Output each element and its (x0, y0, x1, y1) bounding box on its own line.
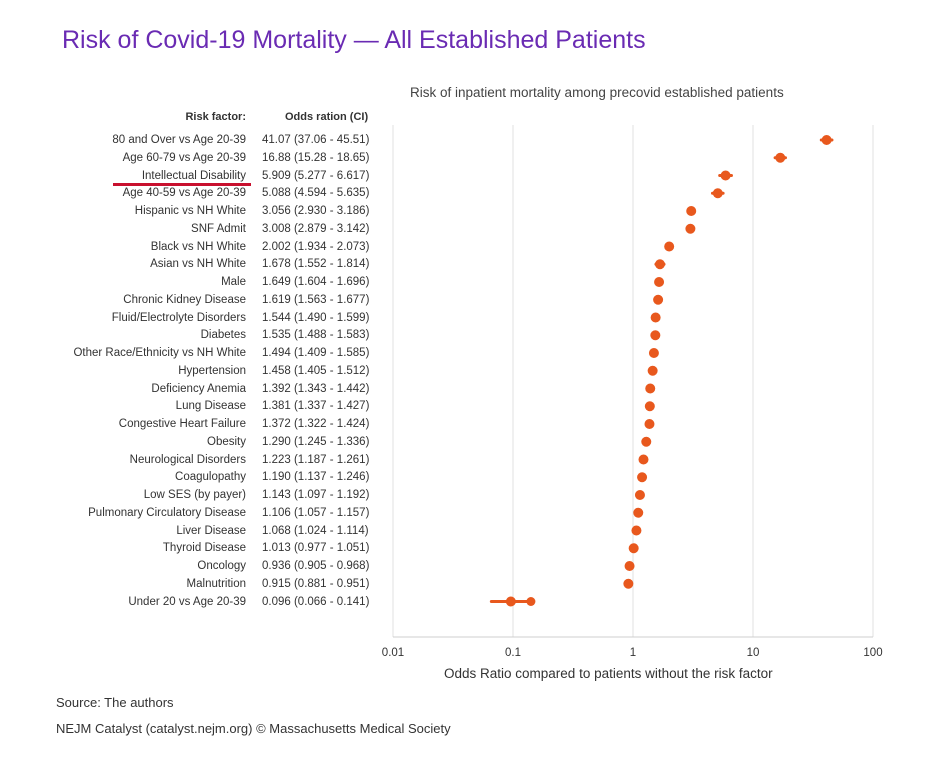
ci-endpoint (526, 597, 536, 606)
odds-ratio-value: 1.458 (1.405 - 1.512) (262, 364, 370, 377)
odds-ratio-value: 3.008 (2.879 - 3.142) (262, 222, 370, 235)
odds-ratio-point (505, 596, 516, 607)
odds-ratio-value: 1.649 (1.604 - 1.696) (262, 276, 370, 288)
risk-factor-label: Asian vs NH White (150, 258, 246, 271)
odds-ratio-point (628, 543, 639, 554)
odds-ratio-point (653, 294, 664, 305)
risk-factor-label: Malnutrition (186, 577, 246, 590)
risk-factor-label: Age 60-79 vs Age 20-39 (122, 151, 246, 164)
odds-ratio-value: 1.392 (1.343 - 1.442) (262, 382, 370, 395)
odds-ratio-value: 1.372 (1.322 - 1.424) (262, 418, 370, 430)
odds-ratio-point (654, 259, 665, 270)
odds-ratio-point (821, 135, 832, 145)
odds-ratio-value: 1.190 (1.137 - 1.246) (262, 471, 370, 484)
odds-ratio-value: 41.07 (37.06 - 45.51) (262, 134, 370, 146)
risk-factor-label: Hispanic vs NH White (134, 205, 246, 217)
risk-factor-label: Lung Disease (175, 400, 246, 413)
odds-ratio-point (637, 472, 648, 483)
odds-ratio-point (775, 152, 786, 163)
x-tick-label-3: 10 (746, 647, 760, 659)
odds-ratio-value: 1.535 (1.488 - 1.583) (262, 329, 370, 342)
odds-ratio-value: 1.544 (1.490 - 1.599) (262, 311, 370, 324)
risk-factor-label: Thyroid Disease (162, 542, 246, 555)
odds-ratio-value: 0.936 (0.905 - 0.968) (262, 560, 370, 572)
odds-ratio-point (650, 330, 661, 341)
risk-factor-label: Congestive Heart Failure (118, 418, 246, 430)
risk-factor-label: 80 and Over vs Age 20-39 (112, 134, 246, 146)
odds-ratio-value: 0.096 (0.066 - 0.141) (262, 595, 370, 608)
odds-ratio-value: 3.056 (2.930 - 3.186) (262, 205, 370, 217)
odds-ratio-point (633, 507, 644, 518)
odds-ratio-value: 5.909 (5.277 - 6.617) (262, 169, 370, 182)
odds-ratio-value: 5.088 (4.594 - 5.635) (262, 187, 370, 200)
odds-ratio-point (720, 170, 731, 181)
odds-ratio-header: Odds ration (CI) (285, 111, 369, 123)
risk-factor-label: Fluid/Electrolyte Disorders (111, 311, 246, 324)
risk-factor-label: Deficiency Anemia (151, 382, 246, 395)
risk-factor-label: Hypertension (178, 364, 246, 377)
odds-ratio-point (623, 578, 634, 589)
highlight-underline (113, 183, 251, 186)
risk-factor-label: Under 20 vs Age 20-39 (128, 595, 246, 608)
odds-ratio-value: 1.619 (1.563 - 1.677) (262, 293, 370, 306)
odds-ratio-value: 1.068 (1.024 - 1.114) (262, 524, 369, 537)
credit-line: NEJM Catalyst (catalyst.nejm.org) © Mass… (56, 721, 451, 736)
risk-factor-label: Diabetes (200, 329, 246, 342)
odds-ratio-point (686, 206, 697, 216)
odds-ratio-value: 2.002 (1.934 - 2.073) (262, 240, 370, 253)
risk-factor-label: Intellectual Disability (141, 169, 246, 182)
odds-ratio-value: 1.223 (1.187 - 1.261) (262, 453, 370, 466)
odds-ratio-value: 1.494 (1.409 - 1.585) (262, 347, 370, 359)
odds-ratio-value: 16.88 (15.28 - 18.65) (262, 151, 370, 164)
risk-factor-label: SNF Admit (191, 222, 246, 235)
chart-title: Risk of Covid-19 Mortality — All Establi… (62, 26, 646, 54)
odds-ratio-point (641, 436, 652, 447)
odds-ratio-point (644, 401, 655, 412)
odds-ratio-value: 1.106 (1.057 - 1.157) (262, 506, 370, 519)
risk-factor-label: Black vs NH White (150, 240, 246, 253)
odds-ratio-value: 1.143 (1.097 - 1.192) (262, 489, 370, 501)
odds-ratio-value: 0.915 (0.881 - 0.951) (262, 577, 370, 590)
odds-ratio-point (712, 188, 723, 199)
odds-ratio-point (650, 312, 661, 323)
odds-ratio-point (638, 454, 649, 465)
odds-ratio-point (631, 525, 642, 536)
risk-factor-label: Other Race/Ethnicity vs NH White (73, 347, 246, 359)
odds-ratio-value: 1.290 (1.245 - 1.336) (262, 435, 370, 448)
risk-factor-header: Risk factor: (185, 111, 246, 123)
x-tick-label-1: 0.1 (505, 647, 521, 659)
risk-factor-label: Neurological Disorders (129, 453, 246, 466)
x-tick-label-2: 1 (629, 647, 637, 659)
odds-ratio-point (634, 490, 645, 500)
odds-ratio-value: 1.678 (1.552 - 1.814) (262, 258, 370, 271)
odds-ratio-point (645, 383, 656, 394)
x-tick-label-4: 100 (863, 647, 883, 659)
risk-factor-label: Low SES (by payer) (143, 489, 246, 501)
risk-factor-label: Liver Disease (176, 524, 246, 537)
odds-ratio-value: 1.013 (0.977 - 1.051) (262, 542, 370, 555)
risk-factor-label: Obesity (207, 435, 246, 448)
odds-ratio-point (654, 277, 665, 287)
risk-factor-label: Pulmonary Circulatory Disease (88, 506, 246, 519)
odds-ratio-point (624, 561, 635, 571)
odds-ratio-point (644, 419, 655, 429)
x-tick-label-0: 0.01 (381, 647, 405, 659)
odds-ratio-point (685, 223, 696, 234)
odds-ratio-point (647, 365, 658, 376)
risk-factor-label: Male (221, 276, 246, 288)
risk-factor-label: Coagulopathy (175, 471, 246, 484)
source-note: Source: The authors (56, 695, 174, 710)
odds-ratio-point (664, 241, 675, 252)
odds-ratio-point (648, 348, 659, 358)
risk-factor-label: Chronic Kidney Disease (123, 293, 246, 306)
x-axis-label: Odds Ratio compared to patients without … (444, 666, 773, 681)
odds-ratio-value: 1.381 (1.337 - 1.427) (262, 400, 370, 413)
risk-factor-label: Age 40-59 vs Age 20-39 (122, 187, 246, 200)
chart-subtitle: Risk of inpatient mortality among precov… (410, 85, 784, 100)
risk-factor-label: Oncology (197, 560, 246, 572)
